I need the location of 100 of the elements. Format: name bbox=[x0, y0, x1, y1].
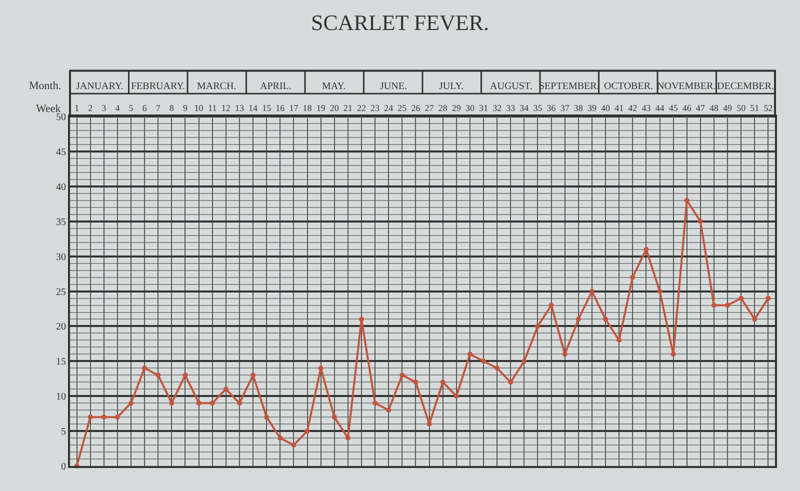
point bbox=[358, 316, 364, 322]
y-tick-label: 30 bbox=[56, 252, 66, 263]
text: NOVEMBER. bbox=[657, 81, 716, 92]
point bbox=[616, 338, 622, 343]
x-tick-label: 10 bbox=[194, 102, 204, 113]
x-tick-label: 31 bbox=[479, 102, 488, 113]
y-tick-label: 20 bbox=[56, 322, 66, 333]
x-tick-label: 8 bbox=[169, 102, 174, 113]
x-tick-label: 51 bbox=[750, 102, 760, 113]
point bbox=[372, 400, 378, 406]
x-tick-label: 40 bbox=[601, 102, 611, 113]
point bbox=[318, 366, 324, 371]
point bbox=[698, 218, 703, 224]
x-tick-label: 41 bbox=[614, 102, 624, 113]
x-tick-label: 11 bbox=[208, 102, 217, 113]
point bbox=[264, 414, 270, 420]
point bbox=[88, 414, 93, 420]
point bbox=[182, 372, 188, 378]
point bbox=[603, 316, 608, 322]
x-tick-label: 15 bbox=[262, 102, 272, 113]
x-tick-label: 26 bbox=[411, 102, 421, 113]
point bbox=[101, 414, 106, 420]
y-tick-label: 45 bbox=[56, 147, 66, 158]
point bbox=[345, 436, 350, 441]
x-tick-label: 23 bbox=[370, 102, 380, 113]
x-tick-label: 35 bbox=[533, 102, 543, 113]
text: Month. bbox=[29, 80, 62, 92]
point bbox=[291, 442, 296, 448]
x-tick-label: 43 bbox=[642, 102, 652, 113]
x-tick-label: 13 bbox=[234, 102, 244, 113]
x-tick-label: 44 bbox=[655, 102, 665, 113]
x-tick-label: 20 bbox=[330, 102, 340, 113]
point bbox=[548, 302, 554, 308]
x-tick-label: 45 bbox=[668, 102, 678, 113]
point bbox=[725, 302, 730, 308]
text: OCTOBER. bbox=[604, 81, 653, 92]
x-tick-label: 14 bbox=[248, 102, 258, 113]
point bbox=[236, 400, 242, 406]
x-tick-label: 39 bbox=[587, 102, 597, 113]
point bbox=[684, 198, 690, 203]
text: JANUARY. bbox=[76, 81, 124, 92]
point bbox=[535, 324, 540, 329]
point bbox=[304, 428, 310, 434]
point bbox=[196, 400, 202, 406]
point bbox=[644, 246, 649, 252]
point bbox=[413, 380, 418, 385]
x-tick-label: 17 bbox=[289, 102, 299, 113]
text: SEPTEMBER. bbox=[539, 81, 600, 92]
x-tick-label: 46 bbox=[682, 102, 692, 113]
point bbox=[142, 366, 148, 371]
x-axis-title: Week bbox=[36, 103, 62, 115]
text: AUGUST. bbox=[490, 81, 532, 92]
y-tick-label: 0 bbox=[61, 462, 66, 472]
x-tick-label: 48 bbox=[709, 102, 719, 113]
text: MAY. bbox=[322, 81, 346, 92]
x-tick-label: 21 bbox=[343, 102, 352, 113]
point bbox=[522, 358, 527, 364]
point bbox=[332, 414, 337, 420]
point bbox=[576, 316, 581, 322]
y-tick-label: 10 bbox=[56, 392, 66, 403]
x-tick-label: 42 bbox=[628, 102, 638, 113]
x-tick-label: 47 bbox=[696, 102, 706, 113]
x-tick-label: 16 bbox=[276, 102, 286, 113]
x-tick-label: 32 bbox=[492, 102, 502, 113]
y-tick-label: 40 bbox=[56, 182, 66, 193]
y-tick-label: 35 bbox=[56, 216, 66, 228]
x-tick-label: 30 bbox=[465, 102, 475, 113]
point bbox=[223, 386, 228, 392]
point bbox=[670, 352, 676, 357]
x-tick-label: 1 bbox=[74, 102, 80, 113]
x-tick-label: 6 bbox=[142, 102, 148, 113]
point bbox=[210, 400, 215, 406]
x-tick-label: 22 bbox=[356, 102, 366, 113]
text: JUNE. bbox=[380, 81, 407, 92]
x-tick-label: 19 bbox=[316, 102, 326, 113]
point bbox=[426, 422, 432, 427]
x-tick-label: 7 bbox=[156, 102, 161, 113]
y-tick-label: 50 bbox=[56, 112, 66, 124]
y-tick-label: 25 bbox=[56, 286, 66, 298]
x-tick-label: 2 bbox=[88, 102, 93, 113]
x-tick-label: 5 bbox=[128, 102, 134, 113]
point bbox=[440, 380, 446, 385]
x-tick-label: 29 bbox=[452, 102, 462, 113]
point bbox=[169, 400, 174, 406]
point bbox=[481, 358, 486, 364]
x-tick-label: 18 bbox=[302, 102, 312, 113]
x-tick-label: 12 bbox=[221, 102, 230, 113]
x-tick-label: 33 bbox=[506, 102, 516, 113]
x-tick-label: 49 bbox=[723, 102, 733, 113]
text: JULY. bbox=[439, 81, 464, 92]
x-tick-label: 4 bbox=[115, 102, 120, 113]
y-tick-label: 5 bbox=[61, 426, 66, 438]
point bbox=[711, 302, 716, 308]
point bbox=[562, 352, 568, 357]
x-tick-label: 34 bbox=[520, 102, 530, 113]
point bbox=[114, 414, 120, 420]
y-tick-label: 15 bbox=[56, 356, 66, 368]
point bbox=[738, 296, 744, 301]
point bbox=[386, 408, 392, 413]
text: MARCH. bbox=[197, 81, 236, 92]
